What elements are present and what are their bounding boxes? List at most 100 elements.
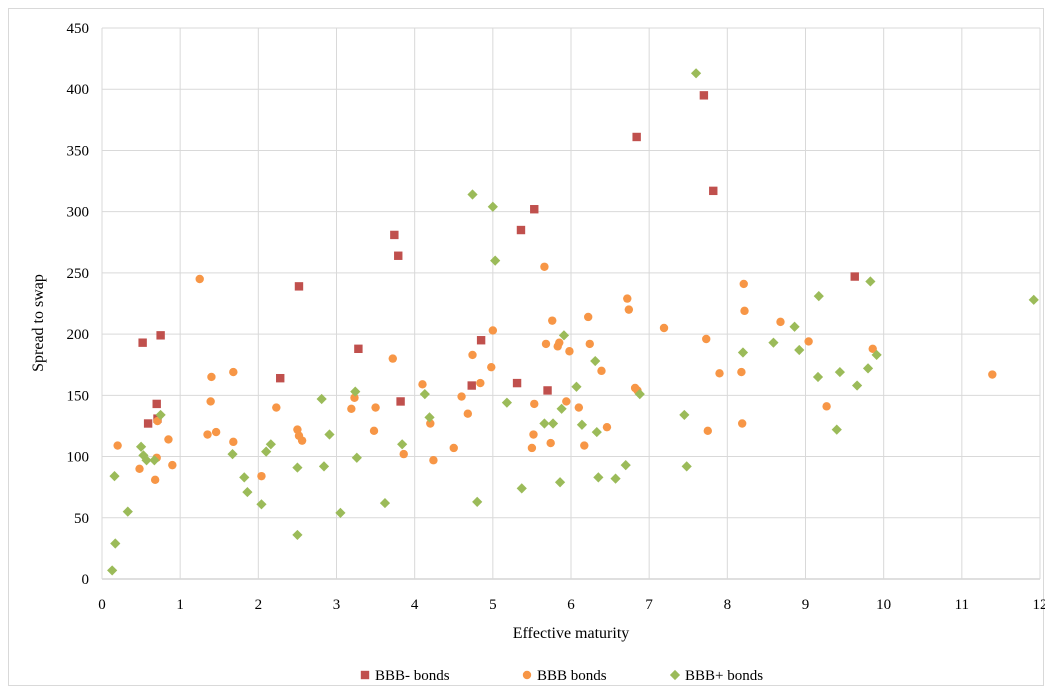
x-tick-label: 7 — [645, 597, 653, 613]
series-diamond — [107, 68, 1039, 576]
data-point — [540, 262, 549, 271]
data-point — [229, 367, 238, 377]
data-point — [449, 443, 458, 453]
data-point — [1028, 294, 1039, 305]
data-point — [242, 486, 253, 498]
legend-item: BBB bonds — [522, 668, 607, 684]
data-point — [396, 397, 405, 406]
y-tick-label: 50 — [74, 511, 89, 527]
data-point — [155, 409, 166, 421]
data-point — [539, 418, 550, 429]
data-point — [548, 316, 557, 325]
grid — [101, 27, 1041, 580]
data-point — [488, 326, 498, 335]
legend-marker — [522, 670, 532, 680]
data-point — [152, 399, 161, 409]
data-point — [659, 323, 669, 333]
data-point — [107, 565, 118, 576]
data-point — [390, 230, 399, 240]
data-point — [487, 362, 496, 372]
data-point — [371, 403, 380, 412]
data-point — [703, 426, 712, 436]
data-point — [143, 419, 153, 428]
data-point — [292, 529, 303, 541]
data-point — [324, 429, 335, 440]
y-tick-label: 400 — [67, 82, 90, 98]
data-point — [812, 371, 824, 383]
y-tick-labels: 0 50 100 150 200 250 300 350 400 450 — [67, 21, 90, 588]
data-point — [702, 334, 711, 344]
data-point — [122, 506, 133, 517]
data-point — [623, 294, 632, 303]
data-point — [429, 456, 438, 465]
data-point — [397, 439, 408, 450]
data-point — [394, 251, 403, 260]
data-point — [388, 354, 397, 363]
data-point — [610, 473, 621, 484]
data-point — [272, 403, 281, 412]
data-point — [351, 452, 362, 463]
data-point — [316, 393, 327, 405]
x-tick-labels: 0 1 2 3 4 5 6 7 8 9 10 11 12 — [98, 597, 1047, 613]
x-tick-label: 3 — [333, 597, 341, 613]
data-point — [804, 337, 813, 346]
data-point — [335, 507, 346, 518]
data-point — [257, 471, 266, 481]
data-point — [109, 471, 120, 482]
y-tick-label: 100 — [67, 450, 90, 466]
data-point — [207, 372, 216, 382]
data-point — [620, 460, 631, 471]
data-point — [709, 186, 718, 196]
data-point — [871, 349, 882, 361]
data-point — [113, 441, 122, 450]
data-point — [476, 378, 485, 388]
data-point — [591, 426, 602, 438]
data-point — [501, 397, 513, 408]
legend-marker — [669, 669, 681, 681]
data-point — [602, 422, 612, 432]
data-point — [276, 373, 285, 383]
data-point — [227, 449, 238, 460]
x-tick-label: 12 — [1033, 597, 1046, 613]
data-point — [541, 339, 551, 349]
data-point — [512, 378, 522, 388]
data-point — [530, 205, 539, 214]
data-point — [211, 427, 221, 437]
data-point — [516, 225, 526, 235]
data-point — [467, 189, 478, 200]
data-point — [580, 441, 589, 450]
data-point — [229, 437, 238, 447]
data-point — [530, 399, 539, 409]
data-point — [739, 279, 748, 289]
legend: BBB- bonds BBB bonds BBB+ bonds — [360, 668, 763, 684]
data-point — [988, 370, 997, 379]
data-point — [565, 347, 574, 356]
data-point — [583, 312, 593, 322]
y-tick-label: 250 — [67, 266, 90, 282]
data-point — [195, 274, 204, 284]
data-point — [571, 381, 582, 392]
data-point — [555, 338, 564, 347]
data-point — [487, 201, 498, 212]
x-tick-label: 6 — [567, 597, 575, 613]
data-point — [347, 404, 356, 414]
data-point — [110, 538, 121, 549]
y-tick-label: 300 — [67, 205, 90, 221]
data-point — [831, 424, 842, 435]
data-point — [556, 403, 567, 414]
x-tick-label: 1 — [176, 597, 184, 613]
data-point — [850, 272, 859, 281]
data-point — [862, 363, 874, 374]
x-tick-label: 0 — [98, 597, 106, 613]
data-point — [135, 464, 144, 473]
data-point — [593, 472, 604, 483]
data-point — [472, 496, 483, 507]
data-point — [794, 344, 805, 356]
data-point — [399, 449, 408, 459]
data-point — [590, 355, 601, 367]
x-tick-label: 8 — [724, 597, 732, 613]
data-point — [138, 338, 147, 347]
data-point — [789, 321, 800, 332]
data-point — [350, 386, 361, 397]
y-tick-label: 350 — [67, 143, 90, 159]
